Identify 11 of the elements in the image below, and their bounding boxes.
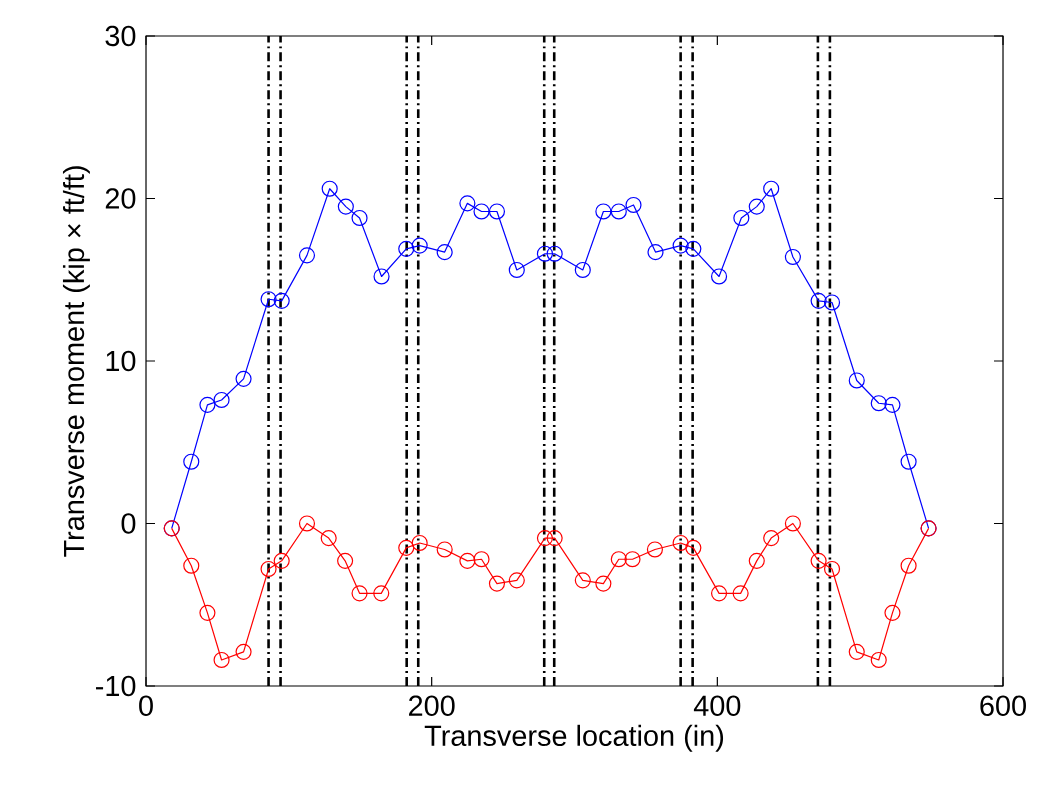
y-tick-label: 30 (105, 25, 136, 47)
x-tick-label: 200 (409, 695, 455, 716)
y-tick-label: 0 (121, 513, 136, 534)
x-tick-label: 400 (693, 695, 741, 716)
y-axis-title: Transverse moment (kip × ft/ft) (62, 166, 90, 557)
y-tick-label: 20 (105, 188, 136, 209)
y-tick-label: 10 (106, 350, 136, 372)
x-tick-label: 0 (139, 695, 153, 716)
y-tick-label: -10 (96, 675, 136, 697)
x-tick-label: 600 (980, 695, 1026, 716)
x-axis-title: Transverse location (in) (424, 724, 724, 752)
